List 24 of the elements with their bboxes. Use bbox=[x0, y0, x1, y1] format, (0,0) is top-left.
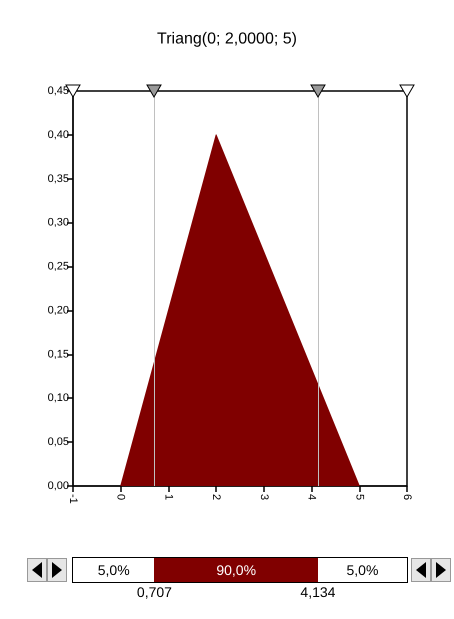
y-tick-label: 0,15 bbox=[48, 348, 69, 360]
x-tick-label: 0 bbox=[114, 494, 127, 500]
x-tick-label: 2 bbox=[210, 494, 222, 500]
y-tick-label: 0,20 bbox=[48, 304, 69, 316]
text: 5,0% bbox=[73, 558, 154, 582]
chart-title: Triang(0; 2,0000; 5) bbox=[157, 30, 297, 48]
y-tick-label: 0,30 bbox=[48, 216, 69, 229]
x-tick-label: -1 bbox=[67, 494, 79, 504]
text: 0,707 bbox=[136, 584, 173, 600]
x-tick-label: 5 bbox=[353, 494, 366, 500]
y-tick-label: 0,40 bbox=[48, 128, 69, 141]
text: 4,134 bbox=[299, 584, 336, 600]
text: 90,0% bbox=[154, 558, 318, 582]
text: 5,0% bbox=[318, 558, 407, 582]
y-tick-label: 0,45 bbox=[48, 85, 69, 97]
x-tick-label: 4 bbox=[306, 494, 318, 500]
y-tick-label: 0,25 bbox=[48, 260, 69, 273]
x-tick-label: 1 bbox=[162, 494, 174, 500]
x-tick-label: 6 bbox=[401, 494, 413, 500]
y-tick-label: 0,10 bbox=[48, 392, 69, 404]
y-tick-label: 0,05 bbox=[48, 436, 69, 448]
y-tick-label: 0,35 bbox=[48, 172, 69, 185]
x-tick-label: 3 bbox=[258, 494, 270, 500]
y-tick-label: 0,00 bbox=[48, 480, 69, 492]
